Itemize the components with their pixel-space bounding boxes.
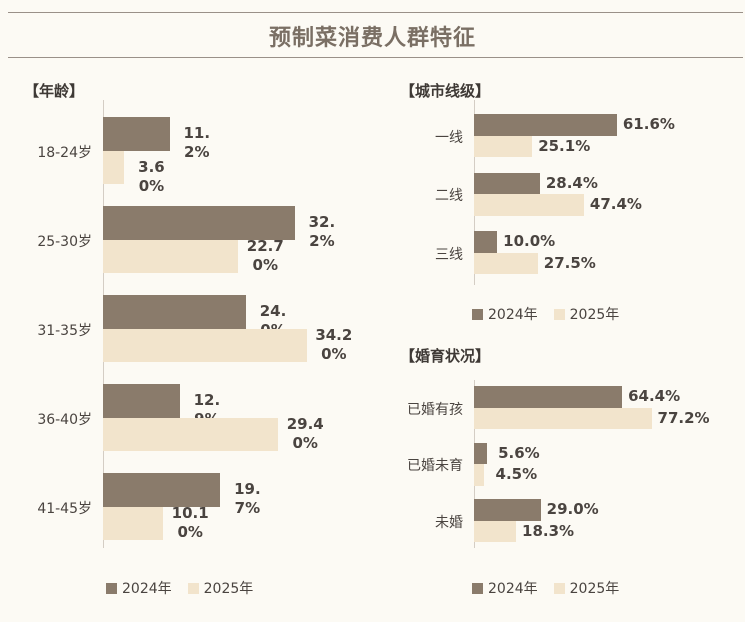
legend-item: 2024年 — [472, 578, 538, 598]
category-label: 36-40岁 — [37, 411, 92, 428]
bar-2024 — [474, 114, 617, 136]
bar-2024 — [103, 117, 170, 151]
bar-2025 — [103, 150, 125, 184]
chart-title: 【婚育状况】 — [400, 347, 491, 365]
chart-title: 【城市线级】 — [400, 82, 491, 100]
data-label: 18.3% — [522, 521, 575, 540]
bar-2024 — [474, 499, 541, 521]
data-label: 29.40% — [286, 415, 324, 453]
data-label: 28.4% — [545, 173, 598, 192]
title-rule — [8, 57, 743, 58]
bar-2025 — [474, 407, 652, 429]
category-label: 一线 — [435, 129, 463, 146]
bar-2025 — [103, 417, 279, 451]
top-rule — [8, 12, 743, 13]
legend-label: 2025年 — [569, 307, 620, 323]
legend-swatch — [472, 308, 483, 320]
legend-swatch — [106, 582, 117, 594]
page-title: 预制菜消费人群特征 — [268, 26, 476, 51]
data-label: 47.4% — [589, 195, 642, 214]
data-label: 3.60% — [138, 157, 165, 195]
data-label: 32.2% — [308, 213, 336, 251]
legend: 2024年 2025年 — [472, 578, 629, 598]
bar-2025 — [103, 506, 164, 540]
data-label: 77.2% — [657, 408, 710, 427]
category-label: 41-45岁 — [37, 500, 92, 517]
bar-2025 — [474, 252, 538, 274]
bar-2024 — [103, 295, 247, 329]
category-label: 已婚未育 — [407, 458, 463, 474]
category-label: 未婚 — [435, 514, 463, 531]
legend: 2024年 2025年 — [106, 578, 263, 598]
legend-label: 2024年 — [488, 307, 538, 323]
category-label: 31-35岁 — [37, 322, 92, 339]
category-label: 已婚有孩 — [407, 401, 463, 418]
data-label: 22.70% — [246, 237, 284, 275]
bar-2024 — [103, 384, 180, 418]
data-label: 4.5% — [495, 465, 538, 484]
legend-swatch — [553, 308, 565, 320]
data-label: 27.5% — [543, 253, 596, 272]
legend-label: 2025年 — [569, 581, 620, 597]
data-label: 29.0% — [546, 500, 599, 519]
legend-swatch — [472, 582, 483, 594]
category-label: 18-24岁 — [37, 144, 92, 161]
data-label: 34.20% — [315, 326, 353, 364]
category-label: 25-30岁 — [37, 233, 92, 250]
bar-2025 — [103, 239, 239, 273]
legend-item: 2024年 — [472, 304, 538, 324]
data-label: 19.7% — [234, 480, 261, 518]
data-label: 25.1% — [538, 136, 591, 155]
category-label: 三线 — [435, 246, 463, 263]
legend-swatch — [187, 582, 199, 594]
legend-item: 2025年 — [553, 304, 620, 324]
legend-item: 2024年 — [106, 578, 172, 598]
legend: 2024年 2025年 — [472, 304, 629, 324]
legend-item: 2025年 — [553, 578, 620, 598]
bar-2024 — [474, 386, 623, 408]
bar-2025 — [474, 194, 584, 216]
bar-2025 — [474, 464, 485, 486]
bar-2024 — [474, 172, 540, 194]
bar-2024 — [103, 473, 221, 507]
bar-2024 — [103, 206, 295, 240]
bar-2024 — [474, 442, 487, 464]
legend-label: 2024年 — [122, 581, 172, 597]
legend-item: 2025年 — [187, 578, 254, 598]
data-label: 10.10% — [171, 504, 209, 542]
data-label: 61.6% — [622, 115, 675, 134]
data-label: 11.2% — [183, 124, 211, 162]
chart-title: 【年龄】 — [24, 82, 85, 100]
category-label: 二线 — [435, 188, 463, 204]
bar-2025 — [474, 520, 517, 542]
data-label: 10.0% — [503, 232, 556, 251]
data-label: 5.6% — [498, 443, 540, 462]
legend-swatch — [553, 582, 565, 594]
bar-2025 — [103, 328, 307, 362]
legend-label: 2025年 — [203, 581, 254, 597]
legend-label: 2024年 — [488, 581, 538, 597]
bar-2024 — [474, 231, 498, 253]
bar-2025 — [474, 135, 533, 157]
data-label: 64.4% — [628, 387, 681, 406]
